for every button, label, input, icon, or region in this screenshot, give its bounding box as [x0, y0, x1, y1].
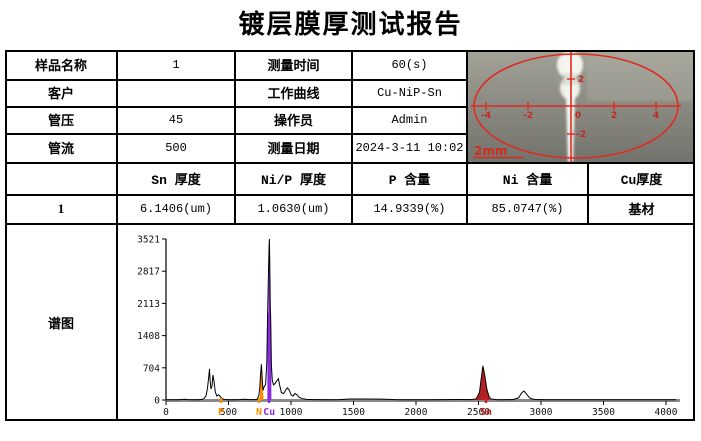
table-border-line — [5, 162, 695, 164]
result-cu-thickness: 基材 — [628, 203, 655, 218]
marker-label-sn: Sn — [480, 407, 492, 418]
label-working-curve: 工作曲线 — [267, 87, 320, 102]
marker-label-cu: Cu — [263, 407, 275, 418]
x-axis-ticks: 0 500 1000 1500 2000 2500 3000 3500 4000 — [163, 401, 678, 418]
value-tube-current: 500 — [165, 140, 187, 155]
photo-axis-labels: -4 -2 0 2 4 2 -2 — [481, 75, 659, 140]
measure-overlay — [471, 51, 681, 162]
marker-label-n: N — [256, 407, 262, 418]
v-axis-label-top: 2 — [578, 75, 584, 85]
table-border-line — [5, 133, 467, 135]
value-customer — [117, 79, 235, 106]
scale-bar-label: 2mm — [474, 144, 507, 158]
table-border-line — [234, 50, 236, 225]
table-border-line — [587, 162, 589, 225]
value-working-curve: Cu-NiP-Sn — [377, 85, 442, 100]
y-tick-label: 0 — [154, 396, 160, 407]
x-tick-label: 2000 — [405, 407, 428, 418]
table-border-line — [116, 50, 118, 421]
spectrum-trace — [166, 238, 676, 401]
photo-highlight — [587, 51, 695, 101]
table-border-line — [466, 50, 468, 225]
axis-tick-marks — [485, 78, 657, 135]
label-measure-date: 测量日期 — [267, 142, 320, 157]
value-measure-date: 2024-3-11 10:02 — [355, 140, 464, 155]
marker-label-p: P — [218, 407, 224, 418]
x-tick-label: 3000 — [530, 407, 553, 418]
h-axis-label: 2 — [611, 111, 617, 121]
y-tick-label: 2817 — [137, 267, 160, 278]
table-border-line — [351, 50, 353, 225]
result-sn-thickness: 6.1406(um) — [139, 201, 212, 216]
marker-tick-sn — [484, 398, 488, 403]
value-operator: Admin — [391, 112, 428, 127]
marker-tick-p — [219, 398, 223, 403]
report-title: 镀层膜厚测试报告 — [238, 10, 463, 39]
y-tick-label: 2113 — [137, 299, 160, 310]
spectrum-row-label: 谱图 — [47, 316, 74, 332]
table-border-line — [5, 106, 467, 108]
header-empty — [5, 162, 117, 194]
header-sn-thickness: Sn 厚度 — [151, 172, 201, 188]
x-tick-label: 0 — [163, 407, 169, 418]
result-p-content: 14.9339(%) — [373, 201, 446, 216]
table-border-line — [5, 419, 695, 421]
header-p-content: P 含量 — [388, 172, 431, 188]
peak-fill-sn — [475, 365, 491, 400]
h-axis-label: -2 — [523, 111, 533, 121]
label-customer: 客户 — [47, 87, 74, 102]
v-axis-label-bottom: -2 — [576, 130, 586, 140]
value-sample-name: 1 — [172, 57, 180, 72]
label-tube-current: 管流 — [47, 142, 74, 157]
label-measure-time: 测量时间 — [267, 59, 320, 74]
result-ni-content: 85.0747(%) — [491, 201, 564, 216]
marker-tick-n — [257, 398, 261, 403]
table-border-line — [5, 79, 467, 81]
header-ni-content: Ni 含量 — [502, 172, 553, 188]
y-tick-label: 704 — [143, 363, 160, 374]
sample-camera-image: -4 -2 0 2 4 2 -2 2mm — [467, 51, 695, 162]
h-axis-label: 4 — [653, 111, 659, 121]
label-operator: 操作员 — [273, 114, 313, 129]
label-tube-voltage: 管压 — [47, 114, 74, 129]
result-index: 1 — [57, 200, 65, 216]
h-axis-label: -4 — [481, 111, 491, 121]
element-markers: P N Cu Sn — [218, 398, 492, 418]
x-tick-label: 500 — [220, 407, 237, 418]
element-peak-fills — [259, 239, 491, 400]
x-tick-label: 1500 — [342, 407, 365, 418]
marker-tick-cu — [267, 398, 271, 403]
y-tick-label: 3521 — [137, 235, 160, 246]
table-border-line — [5, 50, 7, 421]
value-tube-voltage: 45 — [168, 112, 184, 127]
y-axis-ticks: 0 704 1408 2113 2817 3521 — [137, 235, 166, 407]
value-measure-time: 60(s) — [391, 57, 428, 72]
h-axis-label: 0 — [575, 111, 581, 121]
y-tick-label: 1408 — [137, 331, 160, 342]
x-tick-label: 3500 — [592, 407, 615, 418]
spectrum-chart: 0 704 1408 2113 2817 3521 0 500 1000 1500 2000 250… — [137, 235, 680, 418]
table-border-line — [5, 194, 695, 196]
table-border-line — [5, 223, 695, 225]
result-nip-thickness: 1.0630(um) — [257, 201, 330, 216]
table-border-line — [693, 50, 695, 421]
header-nip-thickness: Ni/P 厚度 — [260, 172, 326, 188]
table-border-line — [5, 50, 695, 52]
x-tick-label: 1000 — [280, 407, 303, 418]
x-tick-label: 2500 — [467, 407, 490, 418]
header-cu-thickness: Cu厚度 — [620, 172, 663, 188]
peak-fill-cu — [267, 239, 272, 400]
label-sample-name: 样品名称 — [34, 59, 87, 74]
x-tick-label: 4000 — [655, 407, 678, 418]
